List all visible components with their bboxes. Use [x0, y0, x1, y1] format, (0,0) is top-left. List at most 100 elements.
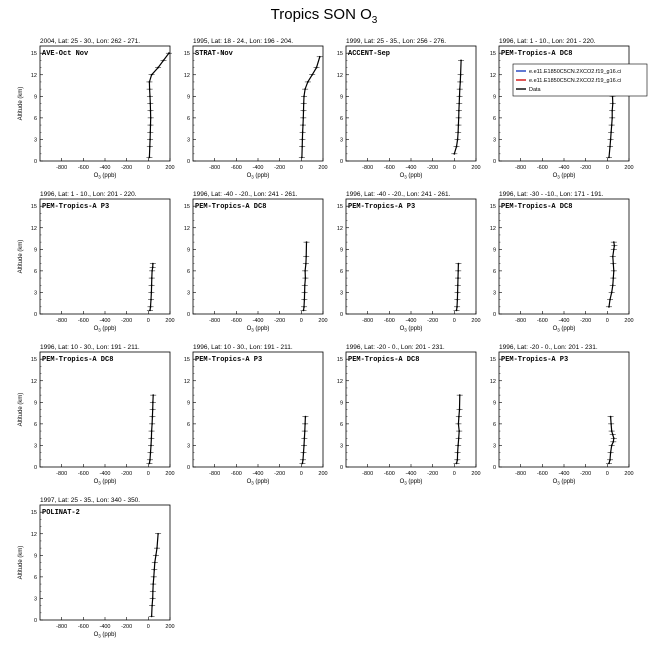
data-point: [304, 415, 307, 418]
y-tick-label: 3: [340, 137, 343, 143]
x-tick-label: -200: [580, 471, 591, 477]
data-point: [151, 269, 154, 272]
campaign-label: POLINAT-2: [42, 509, 80, 517]
y-tick-label: 12: [337, 379, 343, 385]
y-tick-label: 15: [337, 51, 343, 57]
data-point: [610, 422, 613, 425]
data-point: [315, 66, 318, 69]
data-point: [611, 102, 614, 105]
x-tick-label: -600: [78, 165, 89, 171]
plot-frame: [498, 351, 630, 468]
y-tick-label: 9: [34, 553, 37, 559]
x-tick-label: -200: [121, 318, 132, 324]
data-point: [305, 255, 308, 258]
y-tick-label: 9: [493, 247, 496, 253]
y-tick-label: 9: [187, 247, 190, 253]
x-tick-label: 0: [606, 471, 609, 477]
y-tick-label: 9: [340, 247, 343, 253]
campaign-label: PEM-Tropics-A P3: [501, 356, 568, 364]
plot-frame: [498, 45, 630, 162]
data-point: [608, 462, 610, 465]
data-point: [301, 131, 304, 134]
y-tick-label: 0: [34, 159, 37, 165]
data-point: [304, 269, 307, 272]
y-tick-label: 12: [490, 226, 496, 232]
y-axis-label: Altitude (km): [18, 87, 24, 121]
data-point: [150, 615, 153, 618]
data-point: [456, 138, 459, 141]
x-tick-label: -800: [209, 318, 220, 324]
campaign-label: PEM-Tropics-A DC8: [501, 50, 572, 58]
data-point: [609, 298, 611, 301]
y-tick-label: 9: [493, 400, 496, 406]
data-point: [302, 109, 305, 112]
y-tick-label: 0: [187, 312, 190, 318]
series-line-data: [151, 533, 159, 617]
y-tick-label: 9: [493, 94, 496, 100]
x-tick-label: 200: [165, 471, 174, 477]
x-tick-label: -600: [78, 318, 89, 324]
plot-frame: [39, 504, 171, 621]
data-point: [612, 277, 615, 279]
campaign-label: PEM-Tropics-A P3: [348, 203, 415, 211]
x-tick-label: -400: [558, 318, 569, 324]
data-point: [148, 88, 151, 91]
y-tick-label: 0: [493, 159, 496, 165]
data-point: [455, 309, 458, 312]
x-tick-label: -200: [121, 624, 132, 630]
x-tick-label: -600: [384, 165, 395, 171]
y-tick-label: 6: [340, 269, 343, 275]
x-axis-label: O3 (ppb): [94, 479, 117, 486]
y-tick-label: 6: [493, 269, 496, 275]
y-tick-label: 15: [337, 357, 343, 363]
data-point: [301, 145, 304, 148]
y-tick-label: 0: [493, 465, 496, 471]
series-line-data: [302, 242, 308, 311]
panel-header: 1996, Lat: 10 - 30., Lon: 191 - 211.: [193, 344, 293, 351]
y-tick-label: 12: [337, 226, 343, 232]
y-tick-label: 15: [184, 357, 190, 363]
data-point: [457, 437, 460, 440]
y-tick-label: 12: [31, 73, 37, 79]
y-tick-label: 0: [187, 159, 190, 165]
campaign-label: PEM-Tropics-A DC8: [195, 203, 266, 211]
y-tick-label: 6: [187, 116, 190, 122]
x-tick-label: 0: [453, 318, 456, 324]
data-point: [609, 451, 612, 454]
x-tick-label: -400: [405, 471, 416, 477]
series-line-data: [301, 416, 306, 464]
y-tick-label: 9: [340, 94, 343, 100]
data-point: [150, 444, 152, 447]
y-tick-label: 3: [34, 290, 37, 296]
x-axis-label: O3 (ppb): [553, 173, 576, 180]
y-tick-label: 12: [337, 73, 343, 79]
x-tick-label: -600: [537, 471, 548, 477]
data-point: [611, 284, 614, 287]
data-point: [456, 305, 458, 308]
data-point: [151, 422, 154, 425]
x-tick-label: -200: [427, 165, 438, 171]
data-point: [153, 561, 156, 564]
y-tick-label: 15: [31, 51, 37, 57]
data-point: [609, 458, 611, 461]
plot-frame: [345, 351, 477, 468]
subplot-2: 1995, Lat: 18 - 24., Lon: 196 - 204. 0 3 6 9…: [184, 38, 328, 180]
x-axis-label: O3 (ppb): [553, 479, 576, 486]
y-tick-label: 15: [490, 51, 496, 57]
data-point: [456, 291, 459, 294]
x-tick-label: 0: [300, 165, 303, 171]
figure-title: Tropics SON O3: [270, 6, 378, 26]
subplot-9: 1996, Lat: 10 - 30., Lon: 191 - 211. 0 3 6 9…: [18, 344, 175, 486]
x-tick-label: -200: [580, 318, 591, 324]
campaign-label: PEM-Tropics-A P3: [195, 356, 262, 364]
x-tick-label: -400: [99, 318, 110, 324]
x-tick-label: -800: [209, 471, 220, 477]
y-tick-label: 3: [340, 443, 343, 449]
y-tick-label: 6: [493, 422, 496, 428]
x-tick-label: -800: [362, 318, 373, 324]
y-tick-label: 0: [34, 465, 37, 471]
y-tick-label: 6: [34, 269, 37, 275]
data-point: [301, 138, 304, 141]
data-point: [162, 59, 165, 62]
data-point: [612, 269, 615, 272]
